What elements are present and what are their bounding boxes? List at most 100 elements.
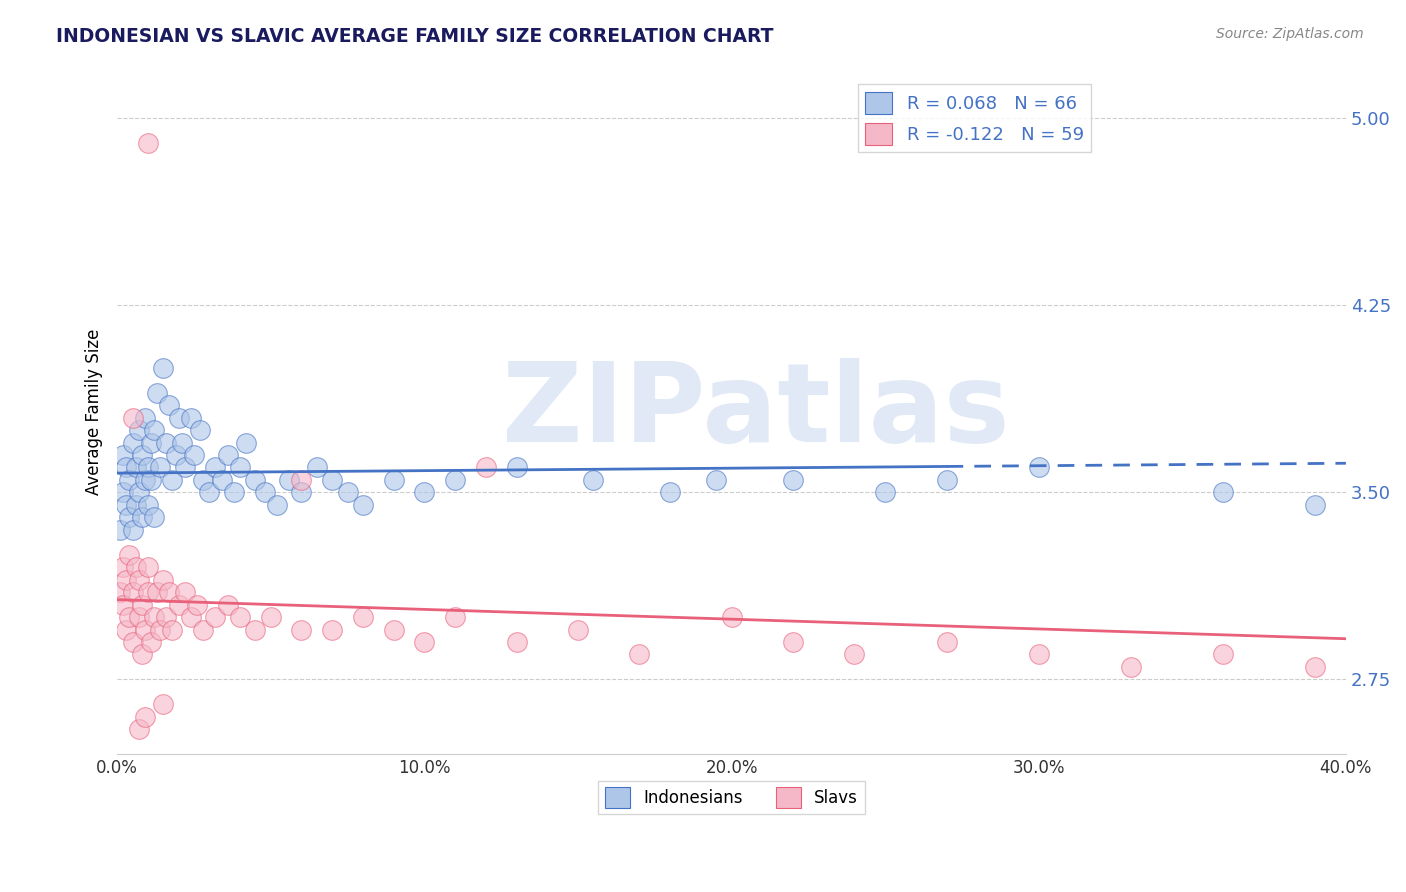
Point <box>352 498 374 512</box>
Point <box>112 448 135 462</box>
Point <box>136 585 159 599</box>
Point <box>115 460 138 475</box>
Point <box>110 523 132 537</box>
Point <box>152 698 174 712</box>
Point <box>143 610 166 624</box>
Point <box>134 623 156 637</box>
Point <box>198 485 221 500</box>
Point <box>162 473 184 487</box>
Point <box>115 623 138 637</box>
Point <box>413 635 436 649</box>
Point <box>170 435 193 450</box>
Point <box>155 610 177 624</box>
Point <box>128 610 150 624</box>
Point <box>659 485 682 500</box>
Point <box>188 423 211 437</box>
Point <box>173 460 195 475</box>
Point <box>157 398 180 412</box>
Point <box>704 473 727 487</box>
Point <box>167 410 190 425</box>
Point <box>121 523 143 537</box>
Point <box>128 423 150 437</box>
Point <box>505 635 527 649</box>
Point <box>131 510 153 524</box>
Point <box>217 598 239 612</box>
Point <box>266 498 288 512</box>
Text: INDONESIAN VS SLAVIC AVERAGE FAMILY SIZE CORRELATION CHART: INDONESIAN VS SLAVIC AVERAGE FAMILY SIZE… <box>56 27 773 45</box>
Point <box>131 648 153 662</box>
Point <box>155 435 177 450</box>
Point <box>152 360 174 375</box>
Point <box>229 610 252 624</box>
Point <box>567 623 589 637</box>
Point <box>875 485 897 500</box>
Point <box>136 498 159 512</box>
Point <box>128 485 150 500</box>
Point <box>115 498 138 512</box>
Point <box>222 485 245 500</box>
Point <box>115 573 138 587</box>
Point <box>352 610 374 624</box>
Point <box>186 598 208 612</box>
Point <box>628 648 651 662</box>
Point <box>290 485 312 500</box>
Point <box>121 635 143 649</box>
Point <box>290 623 312 637</box>
Point <box>118 548 141 562</box>
Point <box>211 473 233 487</box>
Point <box>128 573 150 587</box>
Point <box>935 635 957 649</box>
Point <box>131 448 153 462</box>
Point <box>118 473 141 487</box>
Point <box>235 435 257 450</box>
Point <box>146 585 169 599</box>
Point <box>245 623 267 637</box>
Point <box>118 510 141 524</box>
Point <box>110 585 132 599</box>
Text: ZIPatlas: ZIPatlas <box>502 358 1010 465</box>
Point <box>162 623 184 637</box>
Point <box>782 473 804 487</box>
Point <box>204 610 226 624</box>
Point <box>444 610 467 624</box>
Point <box>124 498 146 512</box>
Point <box>1212 648 1234 662</box>
Point <box>180 610 202 624</box>
Y-axis label: Average Family Size: Average Family Size <box>86 328 103 494</box>
Point <box>128 723 150 737</box>
Point <box>1212 485 1234 500</box>
Point <box>143 423 166 437</box>
Point <box>290 473 312 487</box>
Point <box>180 410 202 425</box>
Point <box>305 460 328 475</box>
Point <box>167 598 190 612</box>
Point <box>336 485 359 500</box>
Point <box>121 585 143 599</box>
Point <box>321 623 343 637</box>
Point <box>582 473 605 487</box>
Text: Source: ZipAtlas.com: Source: ZipAtlas.com <box>1216 27 1364 41</box>
Point <box>139 435 162 450</box>
Point <box>720 610 742 624</box>
Point <box>193 623 215 637</box>
Point <box>935 473 957 487</box>
Point <box>382 623 405 637</box>
Point <box>321 473 343 487</box>
Point <box>149 460 172 475</box>
Point <box>139 473 162 487</box>
Point <box>245 473 267 487</box>
Point <box>157 585 180 599</box>
Point <box>204 460 226 475</box>
Point <box>121 435 143 450</box>
Point <box>278 473 301 487</box>
Point <box>382 473 405 487</box>
Point <box>146 385 169 400</box>
Point <box>1028 648 1050 662</box>
Point <box>124 560 146 574</box>
Point <box>136 560 159 574</box>
Point <box>782 635 804 649</box>
Point <box>134 710 156 724</box>
Point <box>413 485 436 500</box>
Point <box>1028 460 1050 475</box>
Point <box>112 560 135 574</box>
